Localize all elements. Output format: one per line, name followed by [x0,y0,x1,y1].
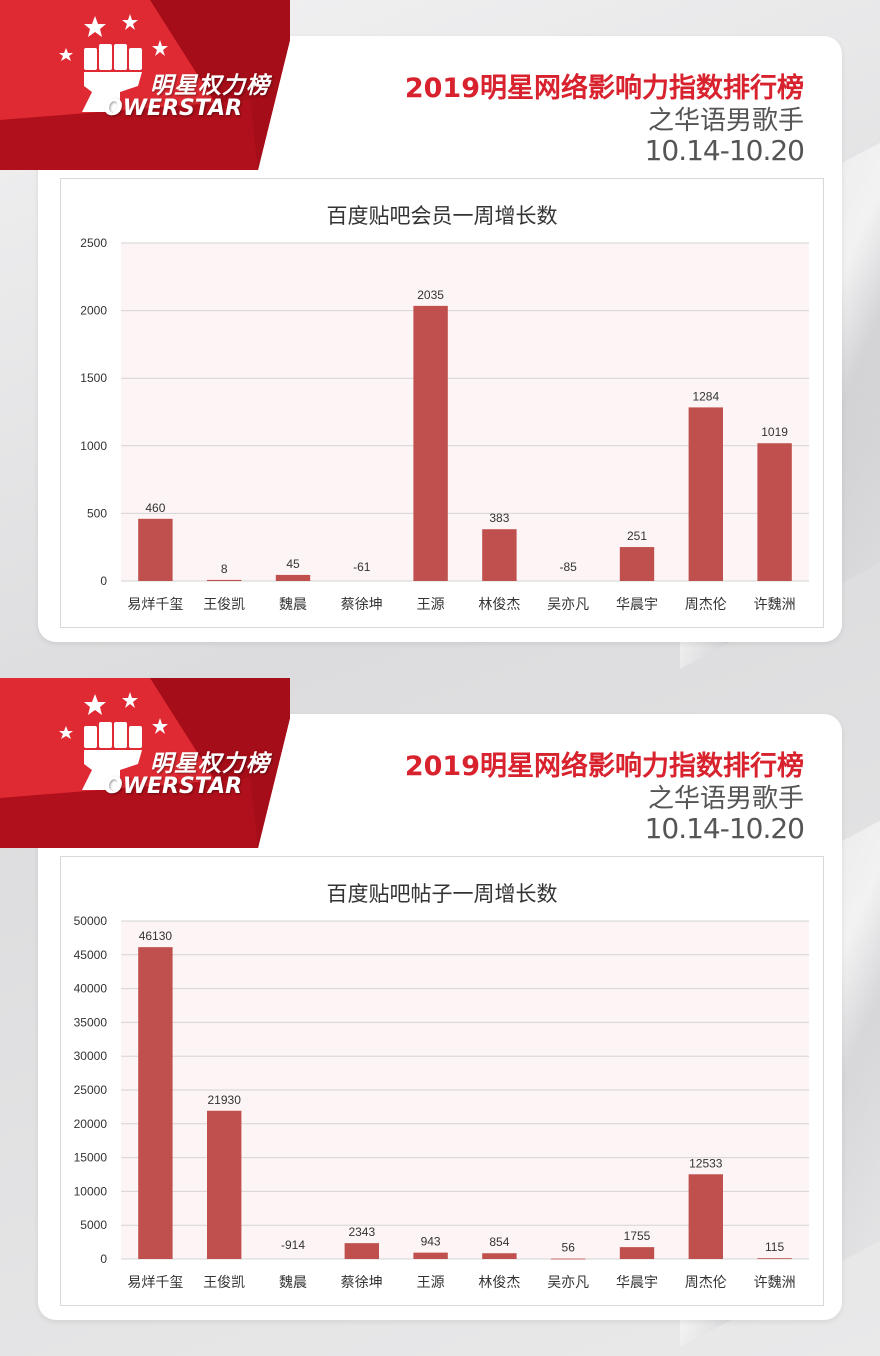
data-label: 460 [145,501,165,515]
panel-members: 明星权力榜 OWERSTAR 2019明星网络影响力指数排行榜 之华语男歌手 1… [0,0,880,670]
y-tick-label: 2000 [80,304,107,318]
y-tick-label: 2500 [80,236,107,250]
data-label: 383 [489,511,509,525]
y-tick-label: 0 [100,574,107,588]
category-label: 魏晨 [279,1275,307,1291]
y-tick-label: 40000 [74,982,108,996]
bar [551,1258,586,1260]
category-label: 许魏洲 [754,1275,796,1291]
y-tick-label: 1000 [80,439,107,453]
category-label: 王俊凯 [203,1275,245,1291]
page-subtitle: 之华语男歌手 [647,784,804,814]
data-label: 1284 [692,389,719,403]
category-label: 王俊凯 [203,597,245,613]
star-icon [59,692,168,739]
category-label: 周杰伦 [685,1275,727,1291]
data-label: 45 [286,557,300,571]
bar [138,518,173,581]
category-label: 华晨宇 [616,1275,658,1291]
y-tick-label: 45000 [74,948,108,962]
bar [207,1110,242,1259]
page-title: 2019明星网络影响力指数排行榜 [404,751,804,782]
data-label: -85 [560,560,578,574]
data-label: 21930 [208,1093,242,1107]
data-label: 943 [421,1235,441,1249]
data-label: -61 [353,560,371,574]
chart-box-posts: 百度贴吧帖子一周增长数 0 5000 10000 15000 20000 25000 3000… [60,856,824,1306]
category-label: 蔡徐坤 [341,597,383,613]
logo-chinese: 明星权力榜 [150,751,270,777]
category-label: 王源 [417,597,445,613]
data-label: 854 [489,1235,509,1249]
bar [757,1258,792,1260]
y-tick-label: 10000 [74,1184,108,1198]
bar [207,579,242,581]
y-tick-label: 35000 [74,1015,108,1029]
data-label: 8 [221,562,228,576]
y-tick-label: 30000 [74,1049,108,1063]
category-label: 易烊千玺 [127,597,183,613]
bar [688,1174,723,1259]
y-tick-label: 0 [100,1252,107,1266]
chart-title: 百度贴吧会员一周增长数 [327,204,558,228]
data-label: 251 [627,529,647,543]
data-label: 12533 [689,1156,723,1170]
logo-english: OWERSTAR [104,774,243,799]
category-label: 吴亦凡 [547,1275,589,1291]
category-label: 华晨宇 [616,597,658,613]
category-label: 吴亦凡 [547,597,589,613]
powerstar-banner [0,678,290,848]
bar [482,529,517,581]
powerstar-banner [0,0,290,170]
y-tick-label: 1500 [80,371,107,385]
fist-icon [82,722,142,790]
date-range: 10.14-10.20 [644,812,805,845]
logo-english: OWERSTAR [104,96,243,121]
fist-icon [82,44,142,112]
data-label: 46130 [139,929,173,943]
page-title: 2019明星网络影响力指数排行榜 [404,73,804,104]
members-bar-chart: 百度贴吧会员一周增长数 0 500 1000 1500 2000 2500 460 易烊千玺 8 王… [80,204,809,613]
bar [619,547,655,581]
y-tick-label: 500 [87,506,107,520]
data-label: 2035 [417,288,444,302]
category-label: 林俊杰 [478,597,520,613]
data-label: 2343 [348,1225,375,1239]
category-label: 蔡徐坤 [341,1275,383,1291]
panel-posts: 明星权力榜 OWERSTAR 2019明星网络影响力指数排行榜 之华语男歌手 1… [0,678,880,1356]
posts-bar-chart: 百度贴吧帖子一周增长数 0 5000 10000 15000 20000 25000 3000… [74,882,809,1291]
bar [344,1243,379,1259]
y-tick-label: 25000 [74,1083,108,1097]
bar [413,1252,448,1259]
y-tick-label: 15000 [74,1151,108,1165]
data-label: 115 [765,1240,784,1254]
bar [482,1253,517,1259]
chart-box-members: 百度贴吧会员一周增长数 0 500 1000 1500 2000 2500 460 易烊千玺 8 王… [60,178,824,628]
category-label: 许魏洲 [754,597,796,613]
page-subtitle: 之华语男歌手 [647,106,804,136]
bar [688,407,723,581]
star-icon [59,14,168,61]
data-label: -914 [281,1238,305,1252]
data-label: 1019 [761,425,788,439]
bar [275,574,311,581]
y-tick-label: 20000 [74,1117,108,1131]
category-label: 林俊杰 [478,1275,520,1291]
data-label: 56 [562,1241,576,1255]
chart-title: 百度贴吧帖子一周增长数 [327,882,558,906]
bar [757,443,792,581]
y-tick-label: 5000 [80,1218,107,1232]
category-label: 周杰伦 [685,597,727,613]
data-label: 1755 [624,1229,651,1243]
category-label: 王源 [417,1275,445,1291]
category-label: 魏晨 [279,597,307,613]
y-tick-label: 50000 [74,914,108,928]
date-range: 10.14-10.20 [644,134,805,167]
bar [138,947,173,1259]
bar [413,305,448,581]
logo-chinese: 明星权力榜 [150,73,270,99]
category-label: 易烊千玺 [127,1275,183,1291]
bar [619,1247,655,1259]
